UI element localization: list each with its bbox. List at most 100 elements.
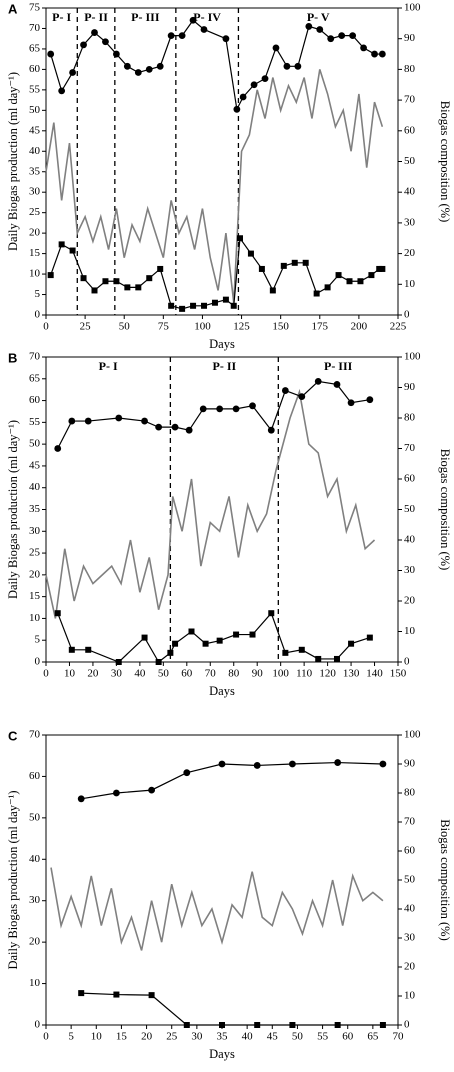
y-tick-label: 20 [29, 936, 41, 948]
point [269, 287, 276, 294]
y-tick-label: 65 [29, 372, 41, 384]
point [134, 69, 142, 76]
point [211, 299, 218, 306]
series-line [45, 388, 376, 619]
plot-frame [45, 734, 399, 1026]
point [115, 659, 122, 665]
y2-tick-label: 0 [404, 656, 410, 668]
y2-tick-label: 60 [404, 473, 416, 485]
point [183, 1022, 190, 1028]
x-tick-label: 120 [319, 668, 336, 680]
x-tick-label: 0 [43, 1031, 49, 1043]
y-tick-label: 75 [29, 2, 41, 14]
x-tick-label: 70 [393, 1031, 405, 1043]
point [357, 278, 364, 285]
point [113, 50, 120, 58]
point [254, 1022, 261, 1028]
point [250, 81, 258, 89]
point [347, 399, 355, 407]
point [218, 760, 226, 768]
point [54, 445, 62, 452]
point [335, 272, 342, 279]
y2-tick-label: 60 [404, 845, 416, 857]
plot-frame [45, 7, 399, 316]
point [216, 405, 224, 413]
point [267, 426, 275, 434]
point [157, 265, 164, 272]
y-tick-label: 10 [29, 268, 41, 280]
x-tick-label: 75 [158, 321, 170, 333]
y-tick-label: 55 [29, 83, 41, 95]
y-tick-label: 5 [35, 634, 41, 646]
x-tick-label: 80 [228, 668, 240, 680]
y2-tick-label: 90 [404, 381, 416, 393]
point [366, 396, 374, 404]
y2-tick-label: 60 [404, 124, 416, 136]
point [249, 402, 256, 410]
x-tick-label: 175 [312, 321, 329, 333]
phase-label: P- II [84, 10, 108, 24]
y2-tick-label: 90 [404, 758, 416, 770]
y2-tick-label: 40 [404, 534, 416, 546]
x-tick-label: 150 [272, 321, 289, 333]
x-tick-label: 60 [342, 1031, 354, 1043]
point [289, 760, 296, 768]
point [216, 637, 223, 644]
x-tick-label: 100 [272, 668, 289, 680]
x-tick-label: 25 [80, 321, 92, 333]
y-tick-label: 25 [29, 206, 41, 218]
phase-label: P- III [131, 10, 160, 24]
panel-label: B [8, 350, 17, 365]
point [324, 284, 331, 291]
point [349, 32, 357, 40]
y2-tick-label: 100 [404, 2, 421, 14]
y-tick-label: 45 [29, 124, 41, 136]
point [378, 50, 386, 58]
point [314, 378, 322, 385]
point [115, 414, 123, 422]
y2-tick-label: 30 [404, 564, 416, 576]
x-tick-label: 5 [68, 1031, 74, 1043]
y-tick-label: 40 [29, 145, 41, 157]
x-tick-label: 10 [64, 668, 76, 680]
panel-label: A [8, 1, 18, 16]
point [58, 241, 65, 248]
point [189, 16, 197, 24]
point [168, 302, 175, 309]
point [123, 62, 131, 70]
x-tick-label: 225 [390, 321, 407, 333]
point [338, 32, 346, 40]
x-tick-label: 0 [43, 321, 49, 333]
point [54, 610, 61, 617]
point [283, 62, 291, 70]
point [219, 1022, 225, 1028]
point [156, 62, 164, 70]
x-tick-label: 110 [296, 668, 313, 680]
point [291, 259, 298, 266]
point [239, 93, 247, 101]
y-tick-label: 65 [29, 42, 41, 54]
y-tick-label: 15 [29, 590, 41, 602]
point [77, 795, 85, 803]
phase-label: P- V [307, 10, 330, 24]
y-tick-label: 20 [29, 227, 41, 239]
y-axis-label: Daily Biogas production (ml day⁻¹) [6, 72, 20, 251]
y-tick-label: 60 [29, 394, 41, 406]
point [360, 44, 367, 52]
y2-tick-label: 50 [404, 874, 416, 886]
x-tick-label: 20 [87, 668, 99, 680]
y2-tick-label: 30 [404, 216, 416, 228]
y-tick-label: 0 [35, 1019, 41, 1031]
point [145, 66, 153, 73]
point [334, 759, 342, 766]
y-axis-label: Daily Biogas production (ml day⁻¹) [6, 420, 20, 599]
y-tick-label: 30 [29, 186, 41, 198]
point [236, 235, 243, 242]
point [80, 275, 87, 282]
x-axis-label: Days [209, 1047, 235, 1061]
point [47, 50, 55, 58]
point [272, 44, 280, 52]
panel-label: C [8, 728, 18, 743]
x-tick-label: 150 [390, 668, 407, 680]
point [124, 284, 131, 291]
